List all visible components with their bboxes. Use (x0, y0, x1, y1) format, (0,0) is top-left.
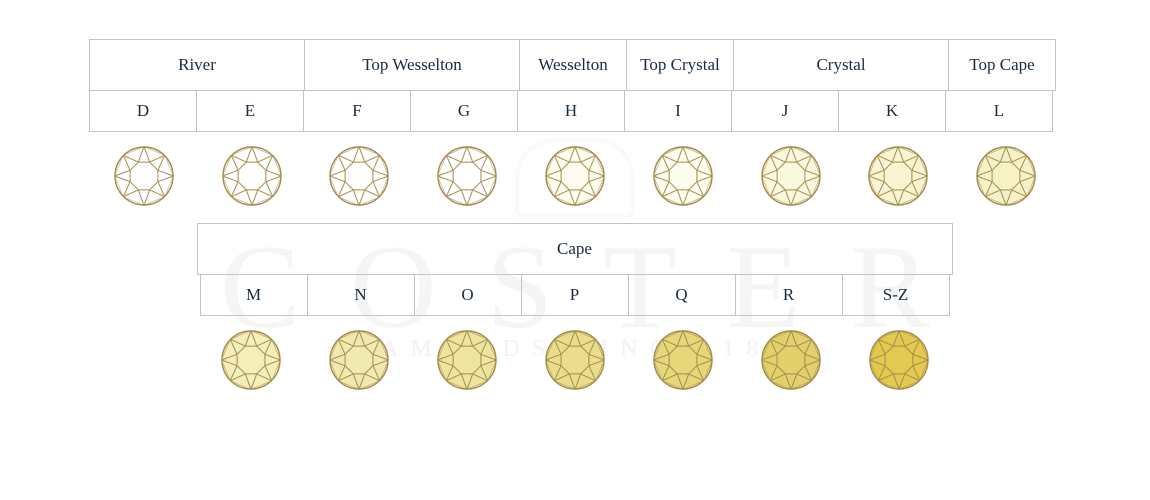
diamond-icon (737, 146, 845, 206)
grade-letter-cell: H (517, 90, 625, 132)
letter-row: MNOPQRS-Z (201, 275, 950, 316)
grade-letter-cell: K (838, 90, 946, 132)
diamond-row (197, 330, 953, 390)
diamond-icon (413, 146, 521, 206)
grade-letter-cell: G (410, 90, 518, 132)
diamond-icon (952, 146, 1060, 206)
category-cell: Top Wesselton (304, 39, 520, 91)
diamond-icon (737, 330, 845, 390)
diamond-icon (844, 146, 952, 206)
category-row: Cape (198, 224, 953, 275)
category-cell: Cape (197, 223, 953, 275)
grade-letter-cell: R (735, 274, 843, 316)
grade-letter-cell: S-Z (842, 274, 950, 316)
grade-letter-cell: M (200, 274, 308, 316)
grade-letter-cell: E (196, 90, 304, 132)
grade-letter-cell: F (303, 90, 411, 132)
grade-letter-cell: D (89, 90, 197, 132)
diamond-icon (521, 146, 629, 206)
diamond-row (90, 146, 1060, 206)
diamond-icon (90, 146, 198, 206)
color-section-bottom: CapeMNOPQRS-Z (90, 224, 1060, 390)
grade-letter-cell: P (521, 274, 629, 316)
diamond-icon (845, 330, 953, 390)
grade-letter-cell: I (624, 90, 732, 132)
letter-row: DEFGHIJKL (90, 91, 1060, 132)
diamond-icon (521, 330, 629, 390)
diamond-icon (305, 330, 413, 390)
diamond-icon (197, 330, 305, 390)
category-cell: Top Cape (948, 39, 1056, 91)
grade-letter-cell: L (945, 90, 1053, 132)
color-section-top: RiverTop WesseltonWesseltonTop CrystalCr… (90, 40, 1060, 206)
category-cell: Wesselton (519, 39, 627, 91)
grade-letter-cell: O (414, 274, 522, 316)
diamond-icon (629, 146, 737, 206)
diamond-icon (198, 146, 306, 206)
category-cell: River (89, 39, 305, 91)
chart-content: RiverTop WesseltonWesseltonTop CrystalCr… (0, 0, 1150, 390)
grade-letter-cell: N (307, 274, 415, 316)
diamond-icon (413, 330, 521, 390)
diamond-icon (306, 146, 414, 206)
category-cell: Top Crystal (626, 39, 734, 91)
diamond-icon (629, 330, 737, 390)
grade-letter-cell: J (731, 90, 839, 132)
category-row: RiverTop WesseltonWesseltonTop CrystalCr… (90, 40, 1060, 91)
category-cell: Crystal (733, 39, 949, 91)
grade-letter-cell: Q (628, 274, 736, 316)
